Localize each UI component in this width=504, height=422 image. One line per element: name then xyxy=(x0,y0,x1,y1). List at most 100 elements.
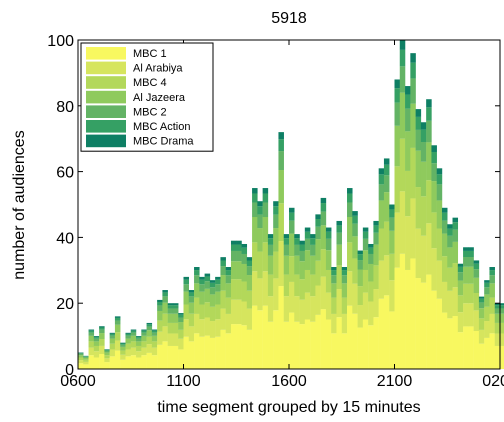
bar-segment xyxy=(104,349,110,350)
bar-segment xyxy=(405,94,411,109)
bar-segment xyxy=(283,234,290,239)
bar-segment xyxy=(167,303,174,306)
bar-segment xyxy=(146,352,153,369)
bar-segment xyxy=(484,337,490,369)
bar-segment xyxy=(320,197,327,204)
bar-segment xyxy=(194,275,200,284)
bar-segment xyxy=(241,247,248,254)
bar-segment xyxy=(394,79,401,89)
bar-segment xyxy=(78,355,84,358)
bar-segment xyxy=(473,293,480,311)
bar-segment xyxy=(125,333,131,336)
bar-segment xyxy=(310,255,316,275)
bar-segment xyxy=(415,150,422,188)
legend-swatch xyxy=(86,76,126,89)
bar-segment xyxy=(120,354,126,360)
bar-segment xyxy=(420,196,427,236)
bar-segment xyxy=(114,317,121,321)
bar-segment xyxy=(383,158,390,165)
bar-segment xyxy=(236,261,242,280)
bar-segment xyxy=(468,247,474,251)
bar-segment xyxy=(178,349,184,369)
legend-swatch xyxy=(86,90,126,104)
bar-segment xyxy=(267,321,274,369)
bar-segment xyxy=(320,225,327,250)
bar-segment xyxy=(378,228,385,261)
bar-segment xyxy=(373,244,379,266)
bar-segment xyxy=(500,322,504,334)
bar-segment xyxy=(352,211,358,216)
bar-segment xyxy=(172,308,179,314)
bar-segment xyxy=(347,188,353,194)
bar-segment xyxy=(273,214,279,229)
bar-segment xyxy=(199,284,205,292)
bar-segment xyxy=(220,275,226,291)
bar-segment xyxy=(457,263,464,267)
legend-swatch xyxy=(86,134,126,148)
bar-segment xyxy=(447,247,453,268)
bar-segment xyxy=(473,269,480,278)
bar-segment xyxy=(99,329,105,334)
bar-segment xyxy=(257,201,263,207)
bar-segment xyxy=(104,362,110,369)
bar-segment xyxy=(410,198,416,259)
legend-label: MBC 2 xyxy=(133,106,167,118)
bar-segment xyxy=(283,274,290,297)
bar-segment xyxy=(262,217,269,243)
bar-segment xyxy=(473,310,480,331)
bar-segment xyxy=(267,234,274,239)
bar-segment xyxy=(167,305,174,309)
bar-segment xyxy=(415,129,422,151)
bar-segment xyxy=(441,212,448,221)
bar-segment xyxy=(299,250,306,262)
bar-segment xyxy=(146,330,153,337)
bar-segment xyxy=(114,324,121,333)
bar-segment xyxy=(78,353,84,354)
bar-segment xyxy=(157,305,163,311)
bar-segment xyxy=(204,273,211,277)
bar-segment xyxy=(162,292,168,297)
bar-segment xyxy=(151,332,158,336)
bar-segment xyxy=(93,345,100,352)
bar-segment xyxy=(162,326,168,342)
bar-segment xyxy=(362,269,369,293)
bar-segment xyxy=(167,308,174,314)
bar-segment xyxy=(99,326,105,328)
bar-segment xyxy=(257,206,263,215)
bar-segment xyxy=(120,342,126,344)
x-tick-label: 0200 xyxy=(482,373,504,390)
bar-segment xyxy=(500,333,504,346)
bar-segment xyxy=(209,294,216,307)
bar-segment xyxy=(299,324,306,369)
bar-segment xyxy=(320,211,327,226)
bar-segment xyxy=(157,310,163,321)
y-tick-label: 40 xyxy=(56,230,74,247)
bar-segment xyxy=(136,337,142,339)
bar-segment xyxy=(452,217,459,223)
bar-segment xyxy=(484,282,490,288)
bar-segment xyxy=(347,217,353,243)
bar-segment xyxy=(452,287,459,317)
bar-segment xyxy=(362,319,369,369)
bar-segment xyxy=(357,327,364,369)
y-tick-label: 100 xyxy=(47,33,74,50)
bar-segment xyxy=(172,345,179,369)
bar-segment xyxy=(357,269,364,287)
bar-segment xyxy=(241,263,248,282)
bar-segment xyxy=(373,225,379,233)
bar-segment xyxy=(109,349,116,357)
bar-segment xyxy=(199,319,205,337)
bar-segment xyxy=(215,336,221,369)
bar-segment xyxy=(157,344,163,369)
bar-segment xyxy=(310,238,316,245)
bar-segment xyxy=(289,220,295,234)
bar-segment xyxy=(436,298,443,369)
bar-segment xyxy=(215,276,221,280)
bar-segment xyxy=(257,214,263,229)
bar-segment xyxy=(267,274,274,297)
bar-segment xyxy=(194,333,200,369)
bar-segment xyxy=(151,330,158,333)
bar-segment xyxy=(389,230,395,254)
bar-segment xyxy=(378,168,385,175)
bar-segment xyxy=(315,285,321,315)
